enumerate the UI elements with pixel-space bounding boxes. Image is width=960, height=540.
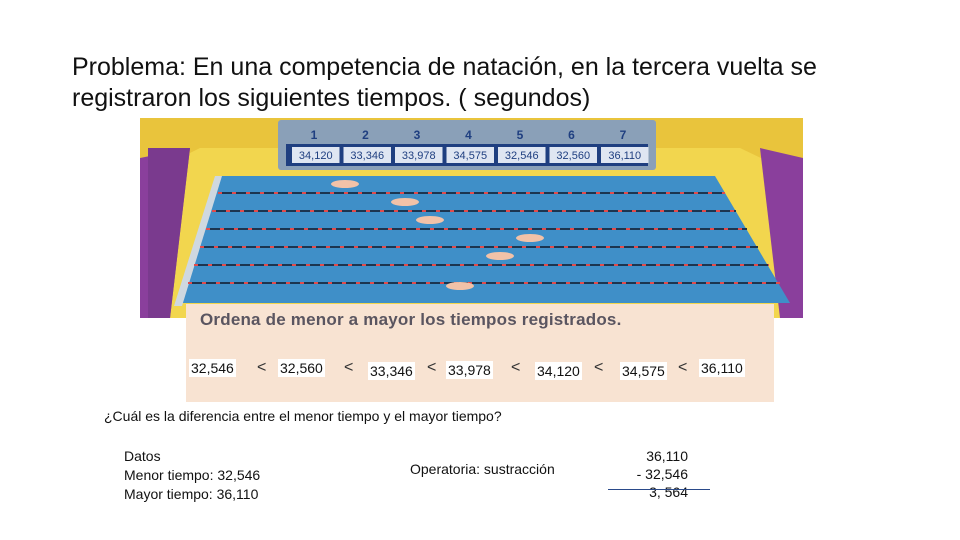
lane-time: 36,110 xyxy=(608,150,641,162)
ordered-value-5: 34,120 xyxy=(535,362,582,380)
menor-tiempo: Menor tiempo: 32,546 xyxy=(124,467,261,483)
lane-time: 34,120 xyxy=(299,150,333,162)
ordered-value-2: 32,560 xyxy=(278,359,325,377)
lane-number-3: 3 xyxy=(414,128,421,142)
problem-line-2: registraron los siguientes tiempos. ( se… xyxy=(72,84,591,112)
lane-number-4: 4 xyxy=(465,128,472,142)
lane-number-5: 5 xyxy=(517,128,524,142)
less-than-1: < xyxy=(257,359,267,376)
problem-statement: Problema: En una competencia de natación… xyxy=(72,52,932,114)
lane-time-cell xyxy=(395,147,443,163)
lane-rope-markers xyxy=(188,192,780,284)
pool-edge-left xyxy=(174,176,222,306)
lane-time-cell xyxy=(498,147,546,163)
pool-image: 1 2 3 4 5 6 7 34,120 33,346 33,978 34,575 32,546 32,… xyxy=(140,118,803,318)
lane-time: 33,978 xyxy=(402,150,436,162)
minuend: 36,110 xyxy=(646,448,688,464)
right-wall xyxy=(760,148,803,318)
datos-block: Datos Menor tiempo: 32,546 Mayor tiempo:… xyxy=(124,447,260,504)
less-than-4: < xyxy=(511,359,521,376)
lane-time: 32,560 xyxy=(556,150,590,162)
datos-label: Datos xyxy=(124,448,161,464)
ordered-value-4: 33,978 xyxy=(446,361,493,379)
lane-time: 32,546 xyxy=(505,150,539,162)
ordered-value-6: 34,575 xyxy=(620,362,667,380)
lane-time-cell xyxy=(343,147,391,163)
less-than-2: < xyxy=(344,359,354,376)
subtraction-calculation: 36,110 - 32,546 3, 564 xyxy=(608,447,710,501)
ordered-value-3: 33,346 xyxy=(368,362,415,380)
lane-time: 33,346 xyxy=(350,150,384,162)
result: 3, 564 xyxy=(649,484,688,500)
lane-number-6: 6 xyxy=(568,128,575,142)
subtrahend: - 32,546 xyxy=(636,466,688,482)
ordering-heading: Ordena de menor a mayor los tiempos regi… xyxy=(200,310,622,329)
less-than-5: < xyxy=(594,359,604,376)
left-wall-shade xyxy=(148,148,190,318)
pool-water xyxy=(180,176,790,303)
lane-time-cell xyxy=(292,147,340,163)
question-text: ¿Cuál es la diferencia entre el menor ti… xyxy=(104,408,502,424)
problem-line-1: Problema: En una competencia de natación… xyxy=(72,53,817,81)
lane-time-cell xyxy=(601,147,649,163)
mayor-tiempo: Mayor tiempo: 36,110 xyxy=(124,486,259,502)
lane-time-cell xyxy=(446,147,494,163)
lane-number-1: 1 xyxy=(311,128,318,142)
result-rule xyxy=(608,489,710,490)
ordered-value-1: 32,546 xyxy=(189,359,236,377)
ordered-value-7: 36,110 xyxy=(699,359,745,377)
lane-number-7: 7 xyxy=(620,128,627,142)
less-than-3: < xyxy=(427,359,437,376)
lane-time: 34,575 xyxy=(453,150,487,162)
ordering-panel: Ordena de menor a mayor los tiempos regi… xyxy=(186,304,774,402)
less-than-6: < xyxy=(678,359,688,376)
operatoria-text: Operatoria: sustracción xyxy=(410,461,555,477)
lane-number-2: 2 xyxy=(362,128,369,142)
lane-time-cell xyxy=(549,147,597,163)
swimmers xyxy=(331,180,544,290)
swimming-pool-illustration: 1 2 3 4 5 6 7 34,120 33,346 33,978 34,575 32,546 32,… xyxy=(140,118,803,318)
